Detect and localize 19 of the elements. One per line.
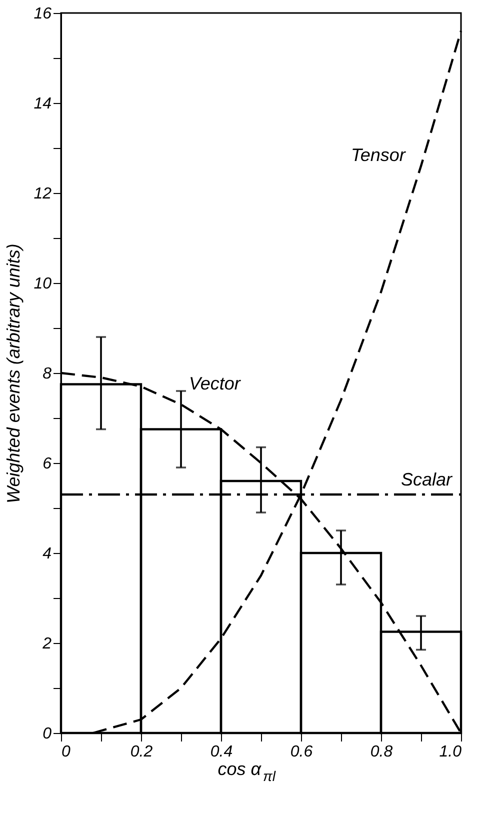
y-tick-label: 6 [42,456,52,472]
y-tick-label: 14 [34,96,52,112]
x-tick-label: 0.2 [130,744,153,760]
x-tick-label: 0.8 [370,744,393,760]
y-tick-label: 0 [42,726,52,742]
y-tick-label: 16 [34,6,52,22]
series-label: Vector [189,374,242,394]
y-tick-label: 12 [34,186,52,202]
y-tick-label: 4 [42,546,52,562]
x-tick-label: 0 [62,744,70,760]
y-tick-label: 10 [34,276,52,292]
series-label: Scalar [401,470,454,490]
y-axis-title: Weighted events (arbitrary units) [4,244,24,504]
x-tick-label: 1.0 [439,744,462,760]
series-label: Tensor [351,145,406,165]
x-tick-label: 0.6 [290,744,313,760]
y-tick-label: 2 [42,636,52,652]
y-tick-label: 8 [42,366,52,382]
x-tick-label: 0.4 [210,744,233,760]
